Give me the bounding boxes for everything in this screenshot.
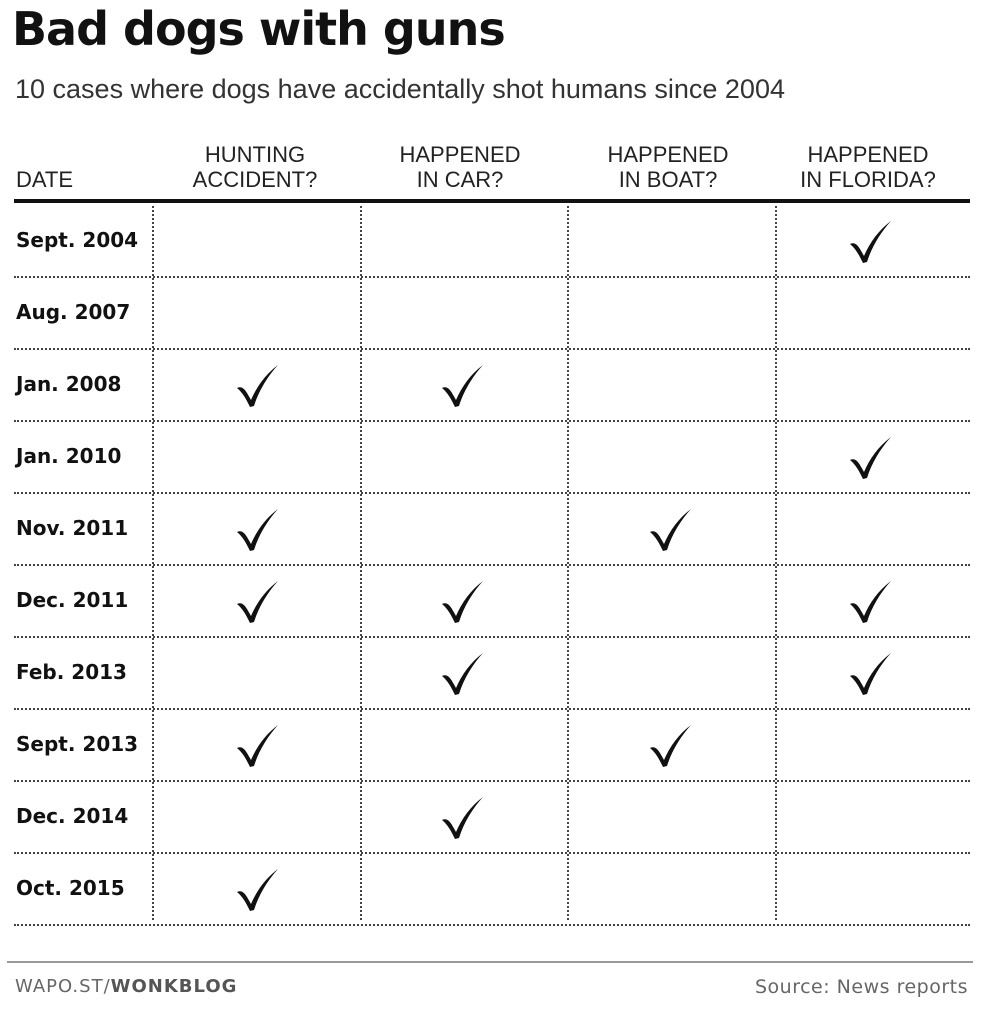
check-mark-icon (237, 581, 278, 623)
column-header-line: HAPPENED (399, 142, 521, 167)
row-divider (14, 780, 970, 782)
row-divider (14, 420, 970, 422)
check-mark-icon (442, 653, 483, 695)
credit-link[interactable]: WAPO.ST/WONKBLOG (15, 976, 237, 997)
row-divider (14, 924, 970, 926)
column-header-line: ACCIDENT? (192, 167, 318, 192)
check-mark-icon (650, 725, 691, 767)
column-header-boat: HAPPENED IN BOAT? (568, 142, 768, 192)
source-note: Source: News reports (754, 976, 968, 998)
row-divider (14, 276, 970, 278)
column-divider (775, 206, 777, 920)
chart-subtitle: 10 cases where dogs have accidentally sh… (15, 74, 785, 104)
check-mark-icon (850, 437, 891, 479)
row-date: Dec. 2011 (16, 588, 129, 612)
check-mark-icon (442, 365, 483, 407)
column-header-line: IN BOAT? (618, 167, 718, 192)
column-header-car: HAPPENED IN CAR? (360, 142, 560, 192)
column-divider (567, 206, 569, 920)
row-divider (14, 564, 970, 566)
row-divider (14, 348, 970, 350)
column-header-line: IN FLORIDA? (800, 167, 936, 192)
column-header-hunting: HUNTING ACCIDENT? (155, 142, 355, 192)
check-mark-icon (237, 365, 278, 407)
row-divider (14, 852, 970, 854)
row-divider (14, 492, 970, 494)
row-date: Sept. 2013 (16, 732, 139, 756)
row-divider (14, 708, 970, 710)
column-header-line: HUNTING (204, 142, 306, 167)
row-date: Aug. 2007 (16, 300, 131, 324)
column-divider (360, 206, 362, 920)
column-header-line: DATE (16, 167, 74, 192)
row-divider (14, 636, 970, 638)
check-mark-icon (442, 797, 483, 839)
check-mark-icon (850, 581, 891, 623)
row-date: Jan. 2010 (16, 444, 122, 468)
footer-divider (7, 961, 973, 963)
check-mark-icon (850, 221, 891, 263)
check-mark-icon (237, 725, 278, 767)
column-header-florida: HAPPENED IN FLORIDA? (768, 142, 968, 192)
column-header-date: DATE (16, 167, 73, 192)
check-mark-icon (442, 581, 483, 623)
check-mark-icon (650, 509, 691, 551)
column-header-line: IN CAR? (416, 167, 504, 192)
check-mark-icon (237, 509, 278, 551)
row-date: Nov. 2011 (16, 516, 129, 540)
check-mark-icon (850, 653, 891, 695)
chart-title: Bad dogs with guns (12, 2, 506, 56)
row-date: Dec. 2014 (16, 804, 129, 828)
row-date: Jan. 2008 (16, 372, 122, 396)
credit-prefix: WAPO.ST/ (15, 976, 111, 997)
row-date: Oct. 2015 (16, 876, 125, 900)
row-date: Feb. 2013 (16, 660, 127, 684)
header-rule (14, 199, 970, 203)
row-date: Sept. 2004 (16, 228, 139, 252)
check-mark-icon (237, 869, 278, 911)
credit-brand: WONKBLOG (110, 976, 238, 997)
column-divider (152, 206, 154, 920)
column-header-line: HAPPENED (807, 142, 929, 167)
column-header-line: HAPPENED (607, 142, 729, 167)
